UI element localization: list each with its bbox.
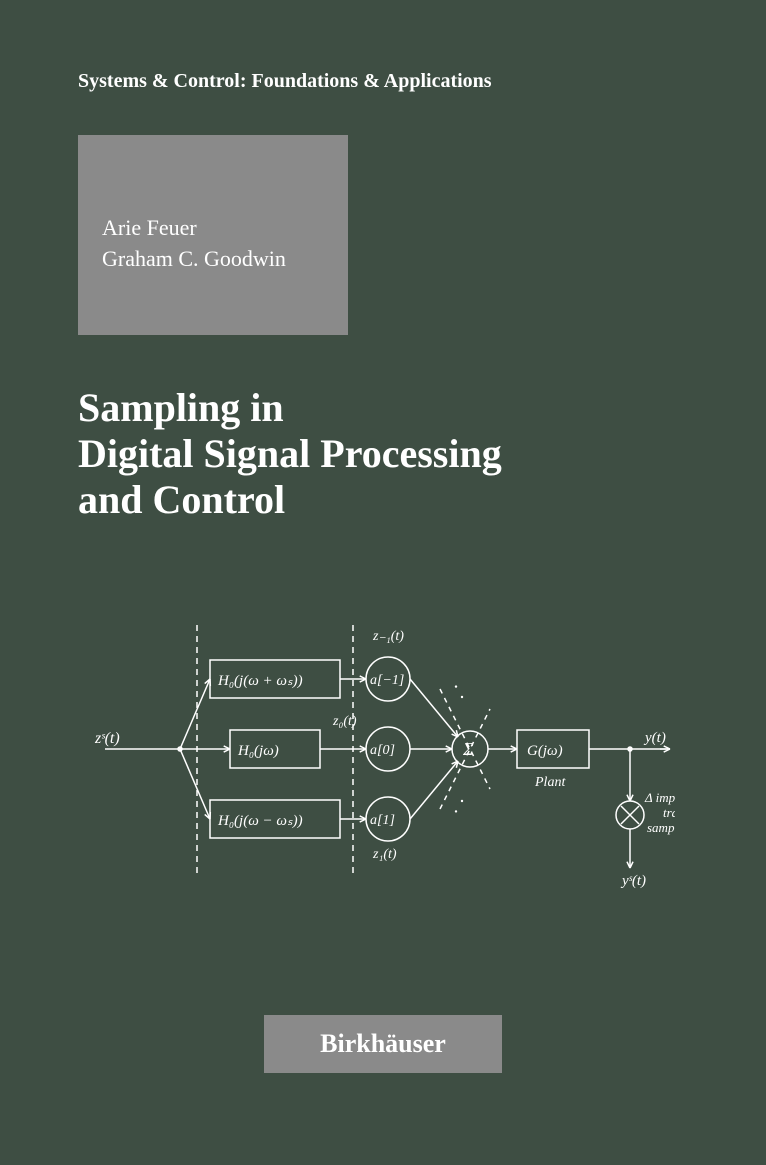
publisher-name: Birkhäuser [320,1029,446,1059]
svg-text:Plant: Plant [534,775,566,790]
svg-text:H₀(j(ω − ωₛ)): H₀(j(ω − ωₛ)) [217,813,303,829]
svg-text:z₋₁(t): z₋₁(t) [372,629,404,644]
publisher-box: Birkhäuser [264,1015,502,1073]
svg-text:a[0]: a[0] [370,743,395,758]
svg-text:Δ impulse: Δ impulse [644,790,675,805]
title-line-1: Sampling in [78,385,502,431]
author-1: Arie Feuer [102,213,324,244]
svg-text:H₀(jω): H₀(jω) [237,743,279,759]
title-line-2: Digital Signal Processing [78,431,502,477]
book-title: Sampling in Digital Signal Processing an… [78,385,502,523]
svg-text:z₁(t): z₁(t) [372,847,397,862]
svg-text:H₀(j(ω + ωₛ)): H₀(j(ω + ωₛ)) [217,673,303,689]
svg-text:G(jω): G(jω) [527,743,563,759]
svg-text:a[−1]: a[−1] [370,673,404,688]
author-box: Arie Feuer Graham C. Goodwin [78,135,348,335]
author-2: Graham C. Goodwin [102,244,324,275]
signal-diagram: zˢ(t) H₀(j(ω + ωₛ)) H₀(jω) H₀(j(ω − ωₛ)) a[−… [85,610,675,920]
series-title: Systems & Control: Foundations & Applica… [78,70,492,93]
svg-text:zˢ(t): zˢ(t) [94,730,120,747]
svg-text:Σ: Σ [462,739,474,759]
svg-text:train: train [663,805,675,820]
svg-text:yˢ(t): yˢ(t) [620,873,646,889]
svg-text:y(t): y(t) [643,730,666,746]
svg-text:sampling: sampling [647,820,675,835]
svg-text:a[1]: a[1] [370,813,395,828]
svg-text:z₀(t): z₀(t) [332,714,357,729]
title-line-3: and Control [78,477,502,523]
